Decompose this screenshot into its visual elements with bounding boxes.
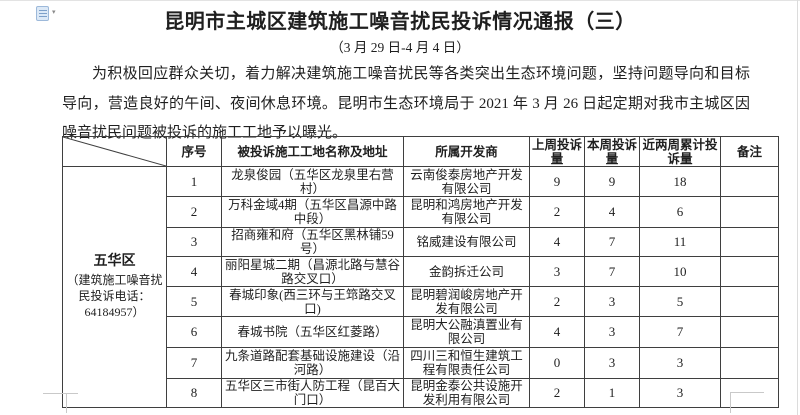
cell-no: 4 (166, 256, 222, 287)
cell-two-week-total: 6 (639, 196, 721, 228)
cell-last-week: 2 (529, 286, 585, 317)
cell-two-week-total: 10 (639, 256, 721, 287)
cell-last-week: 0 (529, 347, 585, 379)
table-row: 5 春城印象(西三环与王筇路交叉口) 昆明碧润峻房地产开发有限公司 2 3 5 (63, 286, 779, 317)
page-title: 昆明市主城区建筑施工噪音扰民投诉情况通报（三） (164, 11, 636, 33)
table-row: 五华区 （建筑施工噪音扰民投诉电话：64184957） 1 龙泉俊园（五华区龙泉… (62, 166, 779, 408)
cell-site: 龙泉俊园（五华区龙泉里右营村） (221, 166, 404, 197)
cell-remark (720, 227, 779, 257)
cell-remark (720, 256, 779, 287)
col-header-two-week-total: 近两周累计投诉量 (639, 136, 721, 167)
cell-two-week-total: 3 (639, 378, 721, 408)
region-cell: 五华区 （建筑施工噪音扰民投诉电话：64184957） (62, 166, 167, 408)
cell-two-week-total: 11 (639, 227, 721, 257)
cell-this-week: 3 (584, 316, 640, 348)
cell-no: 3 (166, 227, 222, 257)
cell-no: 7 (166, 347, 222, 379)
cell-site: 五华区三市街人防工程（昆百大门口） (221, 378, 404, 408)
cell-this-week: 3 (584, 286, 640, 317)
cell-last-week: 3 (529, 256, 585, 287)
diagonal-header-cell (62, 136, 167, 167)
cell-developer: 四川三和恒生建筑工程有限责任公司 (403, 347, 530, 379)
table-row: 2 万科金域4期（五华区昌源中路中段） 昆明和鸿房地产开发有限公司 2 4 6 (63, 196, 779, 228)
cell-last-week: 4 (529, 227, 585, 257)
cell-developer: 昆明大公融滇置业有限公司 (403, 316, 530, 348)
cell-last-week: 9 (529, 166, 585, 197)
cell-last-week: 2 (529, 378, 585, 408)
table-row: 6 春城书院（五华区红菱路） 昆明大公融滇置业有限公司 4 3 7 (63, 316, 779, 348)
cell-developer: 铭威建设有限公司 (403, 227, 530, 257)
col-header-no: 序号 (166, 136, 222, 167)
cell-no: 8 (166, 378, 222, 408)
cell-remark (720, 196, 779, 228)
cell-two-week-total: 5 (639, 286, 721, 317)
cell-two-week-total: 7 (639, 316, 721, 348)
table-row: 7 九条道路配套基础设施建设（沿河路） 四川三和恒生建筑工程有限责任公司 0 3… (63, 347, 779, 379)
col-header-developer: 所属开发商 (403, 136, 530, 167)
table-row: 8 五华区三市街人防工程（昆百大门口） 昆明金泰公共设施开发利用有限公司 2 1… (63, 378, 779, 408)
page-right-edge (797, 0, 798, 415)
cell-this-week: 3 (584, 347, 640, 379)
cell-developer: 昆明碧润峻房地产开发有限公司 (403, 286, 530, 317)
cell-site: 万科金域4期（五华区昌源中路中段） (221, 196, 404, 228)
col-header-this-week: 本周投诉量 (584, 136, 640, 167)
cell-remark (720, 166, 779, 197)
date-range-subtitle: （3 月 29 日-4 月 4 日） (330, 40, 470, 55)
cell-two-week-total: 3 (639, 347, 721, 379)
cell-this-week: 7 (584, 256, 640, 287)
cell-site: 春城书院（五华区红菱路） (221, 316, 404, 348)
col-header-last-week: 上周投诉量 (529, 136, 585, 167)
cell-remark (720, 316, 779, 348)
cell-developer: 昆明金泰公共设施开发利用有限公司 (403, 378, 530, 408)
cell-this-week: 1 (584, 378, 640, 408)
cell-site: 丽阳星城二期（昌源北路与慧谷路交叉口） (221, 256, 404, 287)
cell-this-week: 4 (584, 196, 640, 228)
diagonal-line (63, 137, 166, 166)
col-header-site: 被投诉施工工地名称及地址 (221, 136, 404, 167)
cell-developer: 昆明和鸿房地产开发有限公司 (403, 196, 530, 228)
cell-no: 6 (166, 316, 222, 348)
cell-site: 春城印象(西三环与王筇路交叉口) (221, 286, 404, 317)
page-top-edge (0, 0, 800, 1)
cell-remark (720, 347, 779, 379)
paste-options-icon[interactable] (36, 6, 49, 21)
cell-two-week-total: 18 (639, 166, 721, 197)
region-hotline-note: （建筑施工噪音扰民投诉电话：64184957） (66, 272, 163, 319)
cell-developer: 云南俊泰房地产开发有限公司 (403, 166, 530, 197)
cell-no: 1 (166, 166, 222, 197)
cell-this-week: 9 (584, 166, 640, 197)
table-row: 3 招商雍和府（五华区黑林铺59号） 铭威建设有限公司 4 7 11 (63, 227, 779, 257)
paste-options-button[interactable]: ▾ (36, 6, 56, 21)
cell-last-week: 4 (529, 316, 585, 348)
table-row: 4 丽阳星城二期（昌源北路与慧谷路交叉口） 金韵拆迁公司 3 7 10 (63, 256, 779, 287)
cell-site: 招商雍和府（五华区黑林铺59号） (221, 227, 404, 257)
col-header-remark: 备注 (720, 136, 779, 167)
region-name: 五华区 (93, 253, 136, 269)
cell-last-week: 2 (529, 196, 585, 228)
cell-this-week: 7 (584, 227, 640, 257)
cell-developer: 金韵拆迁公司 (403, 256, 530, 287)
cell-remark (720, 286, 779, 317)
cell-remark (720, 378, 779, 408)
cell-no: 2 (166, 196, 222, 228)
cell-site: 九条道路配套基础设施建设（沿河路） (221, 347, 404, 379)
cell-no: 5 (166, 286, 222, 317)
complaints-table: 序号 被投诉施工工地名称及地址 所属开发商 上周投诉量 本周投诉量 近两周累计投… (62, 136, 779, 408)
table-header-row: 序号 被投诉施工工地名称及地址 所属开发商 上周投诉量 本周投诉量 近两周累计投… (62, 136, 779, 167)
chevron-down-icon[interactable]: ▾ (52, 8, 56, 16)
